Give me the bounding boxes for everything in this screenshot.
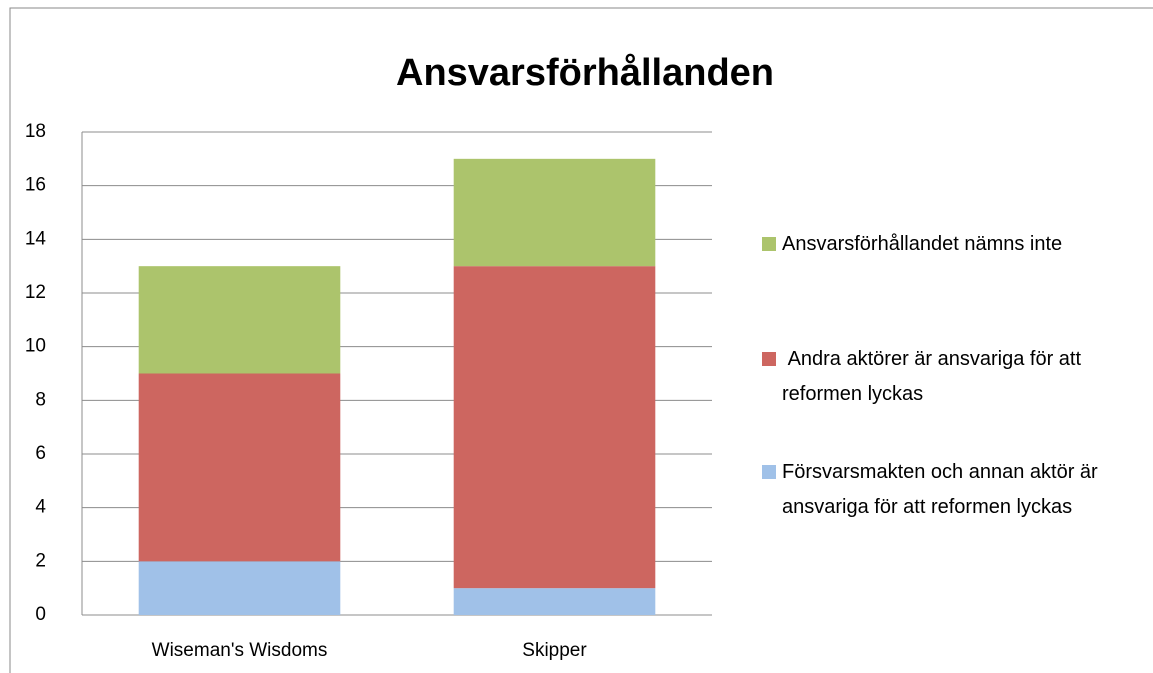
chart-title: Ansvarsförhållanden — [396, 52, 774, 94]
legend-label: Andra aktörer är ansvariga för att refor… — [782, 348, 1087, 405]
y-tick-label: 14 — [25, 228, 47, 249]
bar-segment — [138, 561, 341, 615]
y-tick-label: 12 — [25, 282, 46, 303]
x-tick-label: Skipper — [522, 640, 587, 661]
bar-segment — [138, 266, 341, 374]
y-tick-label: 4 — [35, 497, 46, 518]
y-tick-label: 10 — [25, 336, 46, 357]
legend-swatch — [762, 352, 776, 366]
frame — [9, 7, 1153, 673]
y-tick-label: 6 — [35, 443, 46, 464]
y-tick-label: 16 — [25, 175, 46, 196]
bar-segment — [453, 158, 656, 267]
x-tick-label: Wiseman's Wisdoms — [152, 640, 328, 661]
y-tick-label: 18 — [25, 121, 46, 142]
bar-segment — [453, 266, 656, 589]
y-tick-label: 8 — [35, 389, 46, 410]
bar-segment — [453, 588, 656, 615]
legend-swatch — [762, 465, 776, 479]
legend-label: Ansvarsförhållandet nämns inte — [782, 233, 1063, 255]
legend-label: Försvarsmakten och annan aktör är ansvar… — [782, 461, 1104, 518]
legend-swatch — [762, 237, 776, 251]
y-tick-label: 2 — [35, 550, 46, 571]
y-tick-label: 0 — [35, 604, 46, 625]
bar-segment — [138, 373, 341, 562]
